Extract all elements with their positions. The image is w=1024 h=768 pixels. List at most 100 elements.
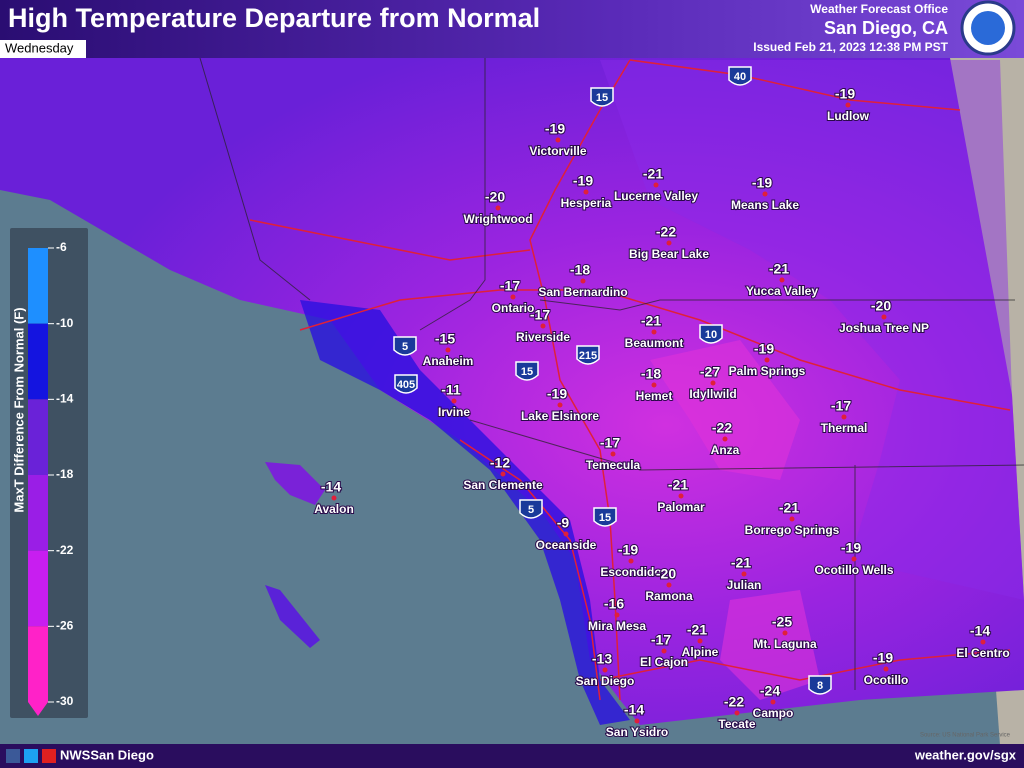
nws-logo-inner [971,11,1005,45]
station-value: -14 [970,623,990,639]
location: San Diego, CA [824,18,948,38]
station-value: -21 [769,261,789,277]
shield [515,361,539,381]
station-dot [666,240,672,246]
legend-label: MaxT Difference From Normal (F) [11,307,26,512]
shield-number: 5 [402,341,408,353]
station-name: Ramona [645,589,693,603]
station-dot [651,382,657,388]
legend: -6 -10 -14 -18 -22 -26 -30 [28,240,74,716]
station-dot [583,189,589,195]
station-value: -15 [435,331,455,347]
station-value: -25 [772,614,792,630]
subtitle-box [0,40,86,58]
shield-number: 40 [734,71,746,83]
station-value: -19 [841,540,861,556]
shield-number: 5 [528,504,534,516]
station-value: -20 [485,189,505,205]
station-dot [445,347,451,353]
station-value: -13 [592,651,612,667]
station-value: -18 [641,366,661,382]
shield [808,675,832,695]
station-name: Escondido [600,565,661,579]
title: High Temperature Departure from Normal [8,3,540,33]
shield-number: 405 [397,379,415,391]
shield-number: 15 [599,512,611,524]
station-value: -21 [779,500,799,516]
credit: Source: US National Park Service [920,733,1011,739]
legend-tick-label: -6 [56,240,67,254]
station-dot [563,531,569,537]
social-handle[interactable]: NWSSan Diego [60,747,154,762]
station-value: -19 [752,175,772,191]
station-dot [845,102,851,108]
station-dot [540,323,546,329]
station-value: -19 [835,86,855,102]
station-value: -21 [643,166,663,182]
station-name: Riverside [516,330,570,344]
station-dot [634,718,640,724]
youtube-icon[interactable] [42,749,56,763]
footer-url[interactable]: weather.gov/sgx [914,747,1017,762]
station-dot [610,451,616,457]
shield [576,345,600,365]
station-name: Campo [753,706,794,720]
station-value: -20 [656,566,676,582]
station-name: Temecula [586,458,641,472]
station-dot [762,191,768,197]
station-dot [734,710,740,716]
station-name: Idyllwild [689,387,736,401]
station-name: Thermal [821,421,868,435]
legend-arrow [28,702,48,716]
station-name: Victorville [529,144,586,158]
station-value: -14 [321,479,341,495]
station-dot [851,556,857,562]
shield-number: 15 [596,92,608,104]
station-name: Oceanside [536,538,597,552]
station-name: Means Lake [731,198,799,212]
station-value: -19 [545,121,565,137]
station-dot [510,294,516,300]
legend-band [28,323,48,400]
land [0,58,1024,725]
station-name: Lucerne Valley [614,189,698,203]
shield-number: 10 [705,329,717,341]
station-dot [678,493,684,499]
station-value: -18 [570,262,590,278]
station-value: -24 [760,683,780,699]
footer-bar [0,744,1024,768]
station-value: -21 [731,555,751,571]
station-value: -14 [624,702,644,718]
station-value: -16 [604,596,624,612]
station-name: Lake Elsinore [521,409,599,423]
station-value: -17 [651,632,671,648]
station-dot [841,414,847,420]
station-name: Anza [711,443,740,457]
station-name: Hesperia [561,196,612,210]
station-value: -21 [668,477,688,493]
station-value: -19 [573,173,593,189]
station-name: San Ysidro [606,725,668,739]
legend-tick-label: -22 [56,543,74,557]
station-name: Avalon [314,502,354,516]
station-value: -17 [600,435,620,451]
station-name: San Diego [576,674,635,688]
shield-number: 15 [521,366,533,378]
station-value: -20 [871,298,891,314]
issued: Issued Feb 21, 2023 12:38 PM PST [753,40,948,54]
station-name: Big Bear Lake [629,247,709,261]
desert-zone [600,60,1024,600]
facebook-icon[interactable] [6,749,20,763]
station-dot [710,380,716,386]
station-value: -19 [547,386,567,402]
legend-band [28,248,48,324]
station-name: El Cajon [640,655,688,669]
shield [393,336,417,356]
station-name: Anaheim [423,354,474,368]
twitter-icon[interactable] [24,749,38,763]
station-name: Mt. Laguna [753,637,817,651]
station-dot [883,666,889,672]
station-value: -19 [618,542,638,558]
station-dot [500,471,506,477]
